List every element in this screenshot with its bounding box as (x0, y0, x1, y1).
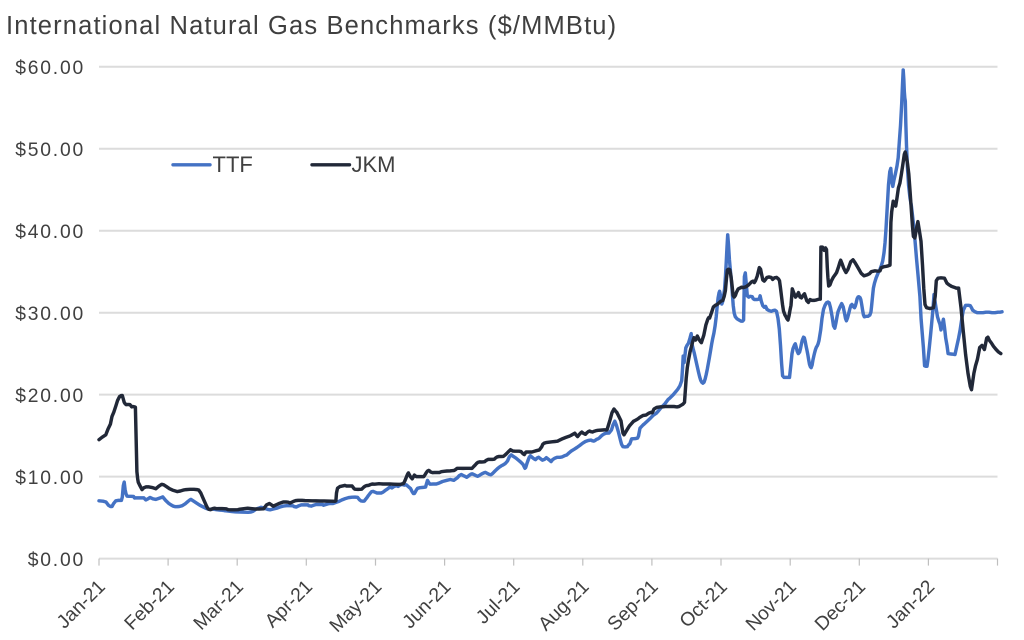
svg-text:International Natural Gas Benc: International Natural Gas Benchmarks ($/… (6, 12, 617, 40)
svg-text:$20.00: $20.00 (15, 386, 85, 407)
svg-text:$40.00: $40.00 (15, 222, 85, 243)
svg-text:$10.00: $10.00 (15, 468, 85, 489)
svg-text:$30.00: $30.00 (15, 304, 85, 325)
svg-text:$50.00: $50.00 (15, 140, 85, 161)
svg-text:$60.00: $60.00 (15, 58, 85, 79)
svg-text:$0.00: $0.00 (28, 550, 85, 571)
svg-text:JKM: JKM (352, 152, 396, 177)
svg-text:TTF: TTF (213, 152, 253, 177)
